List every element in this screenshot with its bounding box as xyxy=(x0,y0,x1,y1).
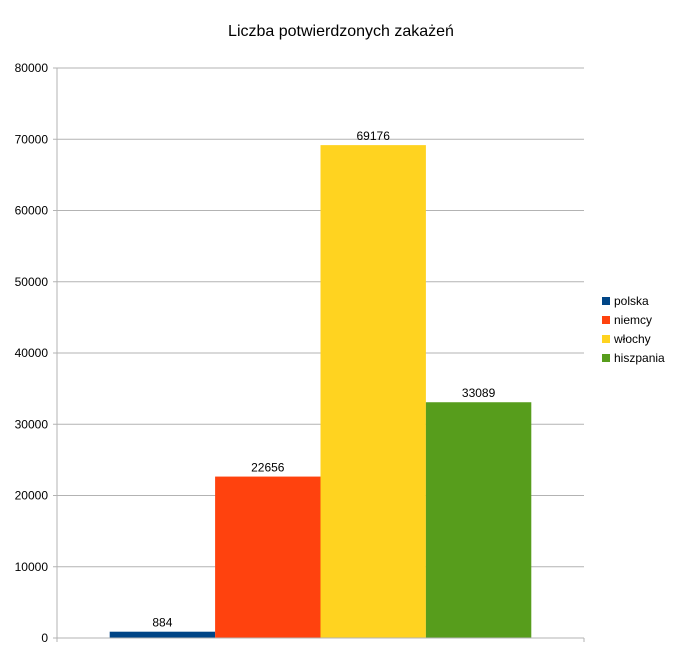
y-tick-label: 20000 xyxy=(15,489,49,503)
data-label: 22656 xyxy=(251,461,285,475)
bar-0 xyxy=(109,631,216,638)
y-tick-label: 40000 xyxy=(15,346,49,360)
legend-swatch xyxy=(602,334,610,343)
bar-2 xyxy=(320,145,426,638)
legend-swatch xyxy=(602,296,610,305)
y-tick-label: 80000 xyxy=(15,61,49,75)
legend-label: niemcy xyxy=(614,312,653,327)
data-label: 69176 xyxy=(357,129,391,143)
legend: polska niemcy włochy hiszpania xyxy=(602,291,665,367)
legend-label: polska xyxy=(614,293,649,308)
y-tick-label: 0 xyxy=(41,631,48,645)
bar-1 xyxy=(215,476,321,638)
legend-label: hiszpania xyxy=(614,350,665,365)
bar-3 xyxy=(425,402,532,638)
y-tick-label: 70000 xyxy=(15,132,49,146)
y-tick-label: 50000 xyxy=(15,275,49,289)
legend-item: włochy xyxy=(602,329,665,348)
legend-swatch xyxy=(602,353,610,362)
data-label: 884 xyxy=(152,616,172,630)
y-tick-label: 10000 xyxy=(15,560,49,574)
data-label: 33089 xyxy=(462,386,496,400)
legend-item: hiszpania xyxy=(602,348,665,367)
legend-item: niemcy xyxy=(602,310,665,329)
y-tick-label: 60000 xyxy=(15,204,49,218)
legend-item: polska xyxy=(602,291,665,310)
y-tick-label: 30000 xyxy=(15,417,49,431)
legend-swatch xyxy=(602,315,610,324)
chart-title: Liczba potwierdzonych zakażeń xyxy=(228,23,454,40)
legend-label: włochy xyxy=(614,331,651,346)
